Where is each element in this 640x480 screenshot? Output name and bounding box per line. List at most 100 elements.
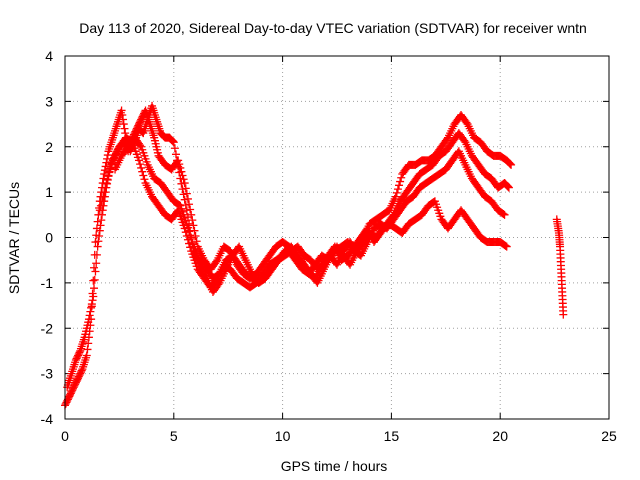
data-point <box>83 345 92 354</box>
data-point <box>506 160 515 169</box>
data-point <box>139 171 148 180</box>
data-point <box>169 138 178 147</box>
y-tick-label: -4 <box>41 411 54 427</box>
data-point <box>100 169 109 178</box>
data-point <box>104 171 113 180</box>
chart-title: Day 113 of 2020, Sidereal Day-to-day VTE… <box>79 20 587 36</box>
data-point <box>97 210 106 219</box>
data-point <box>171 150 180 159</box>
data-point <box>136 160 145 169</box>
data-point <box>82 351 91 360</box>
data-point <box>100 166 109 175</box>
data-point <box>75 348 84 357</box>
data-point <box>93 242 102 251</box>
data-point <box>186 231 195 240</box>
y-tick-label: -2 <box>41 320 54 336</box>
data-point <box>503 182 512 191</box>
data-point <box>192 237 201 246</box>
series-track-e <box>552 215 568 319</box>
data-point <box>84 339 93 348</box>
data-point <box>87 303 96 312</box>
data-point <box>99 192 108 201</box>
data-point <box>176 163 185 172</box>
data-point <box>89 276 98 285</box>
data-point <box>96 221 105 230</box>
data-point <box>90 275 99 284</box>
y-tick-label: 4 <box>45 48 53 64</box>
data-point <box>501 241 510 250</box>
tick-labels: 0 5 10 15 20 25 -4 -3 -2 -1 0 1 2 3 4 <box>41 48 617 444</box>
data-point <box>85 311 94 320</box>
data-point <box>178 171 187 180</box>
data-point <box>182 189 191 198</box>
data-point <box>103 175 112 184</box>
y-tick-label: 1 <box>45 184 53 200</box>
data-point <box>94 237 103 246</box>
data-point <box>391 192 400 201</box>
data-point <box>117 106 126 115</box>
x-axis-label: GPS time / hours <box>281 458 388 474</box>
data-point <box>77 366 86 375</box>
y-tick-label: 0 <box>45 230 53 246</box>
data-point <box>95 231 104 240</box>
data-point <box>500 210 509 219</box>
data-point <box>180 179 189 188</box>
x-tick-label: 0 <box>61 428 69 444</box>
data-point <box>504 182 513 191</box>
data-point <box>102 179 111 188</box>
data-point <box>89 292 98 301</box>
x-tick-label: 20 <box>492 428 508 444</box>
data-point <box>106 163 115 172</box>
data-point <box>188 238 197 247</box>
plot-area <box>61 101 568 410</box>
data-point <box>191 231 200 240</box>
data-point <box>91 267 100 276</box>
x-tick-label: 25 <box>601 428 617 444</box>
data-point <box>87 300 96 309</box>
data-point <box>134 156 143 165</box>
data-point <box>137 163 146 172</box>
grid-lines <box>65 56 609 419</box>
data-point <box>395 181 404 190</box>
data-point <box>392 188 401 197</box>
data-point <box>504 183 513 192</box>
data-point <box>177 167 186 176</box>
data-point <box>179 175 188 184</box>
data-point <box>559 310 568 319</box>
data-point <box>100 188 109 197</box>
data-point <box>95 206 104 215</box>
data-point <box>88 296 97 305</box>
data-point <box>103 151 112 160</box>
data-point <box>99 174 108 183</box>
data-point <box>90 284 99 293</box>
data-point <box>190 226 199 235</box>
data-point <box>101 183 110 192</box>
y-tick-label: 2 <box>45 139 53 155</box>
data-point <box>96 201 105 210</box>
data-point <box>90 263 99 272</box>
data-point <box>185 227 194 236</box>
x-tick-label: 10 <box>275 428 291 444</box>
data-point <box>118 110 127 119</box>
data-point <box>396 177 405 186</box>
series-track-d <box>111 133 511 287</box>
data-point <box>107 160 116 169</box>
data-point <box>92 259 101 268</box>
y-tick-label: -1 <box>41 275 54 291</box>
data-point <box>185 200 194 209</box>
data-point <box>507 160 516 169</box>
data-point <box>168 136 177 145</box>
data-point <box>119 115 128 124</box>
data-point <box>86 307 95 316</box>
data-point <box>102 158 111 167</box>
data-point <box>187 235 196 244</box>
y-axis-label: SDTVAR / TECUs <box>6 182 22 294</box>
data-point <box>92 250 101 259</box>
y-tick-label: -3 <box>41 366 54 382</box>
plot-frame <box>64 55 610 420</box>
data-point <box>499 210 508 219</box>
data-point <box>175 160 184 169</box>
data-point <box>140 175 149 184</box>
data-point <box>84 315 93 324</box>
